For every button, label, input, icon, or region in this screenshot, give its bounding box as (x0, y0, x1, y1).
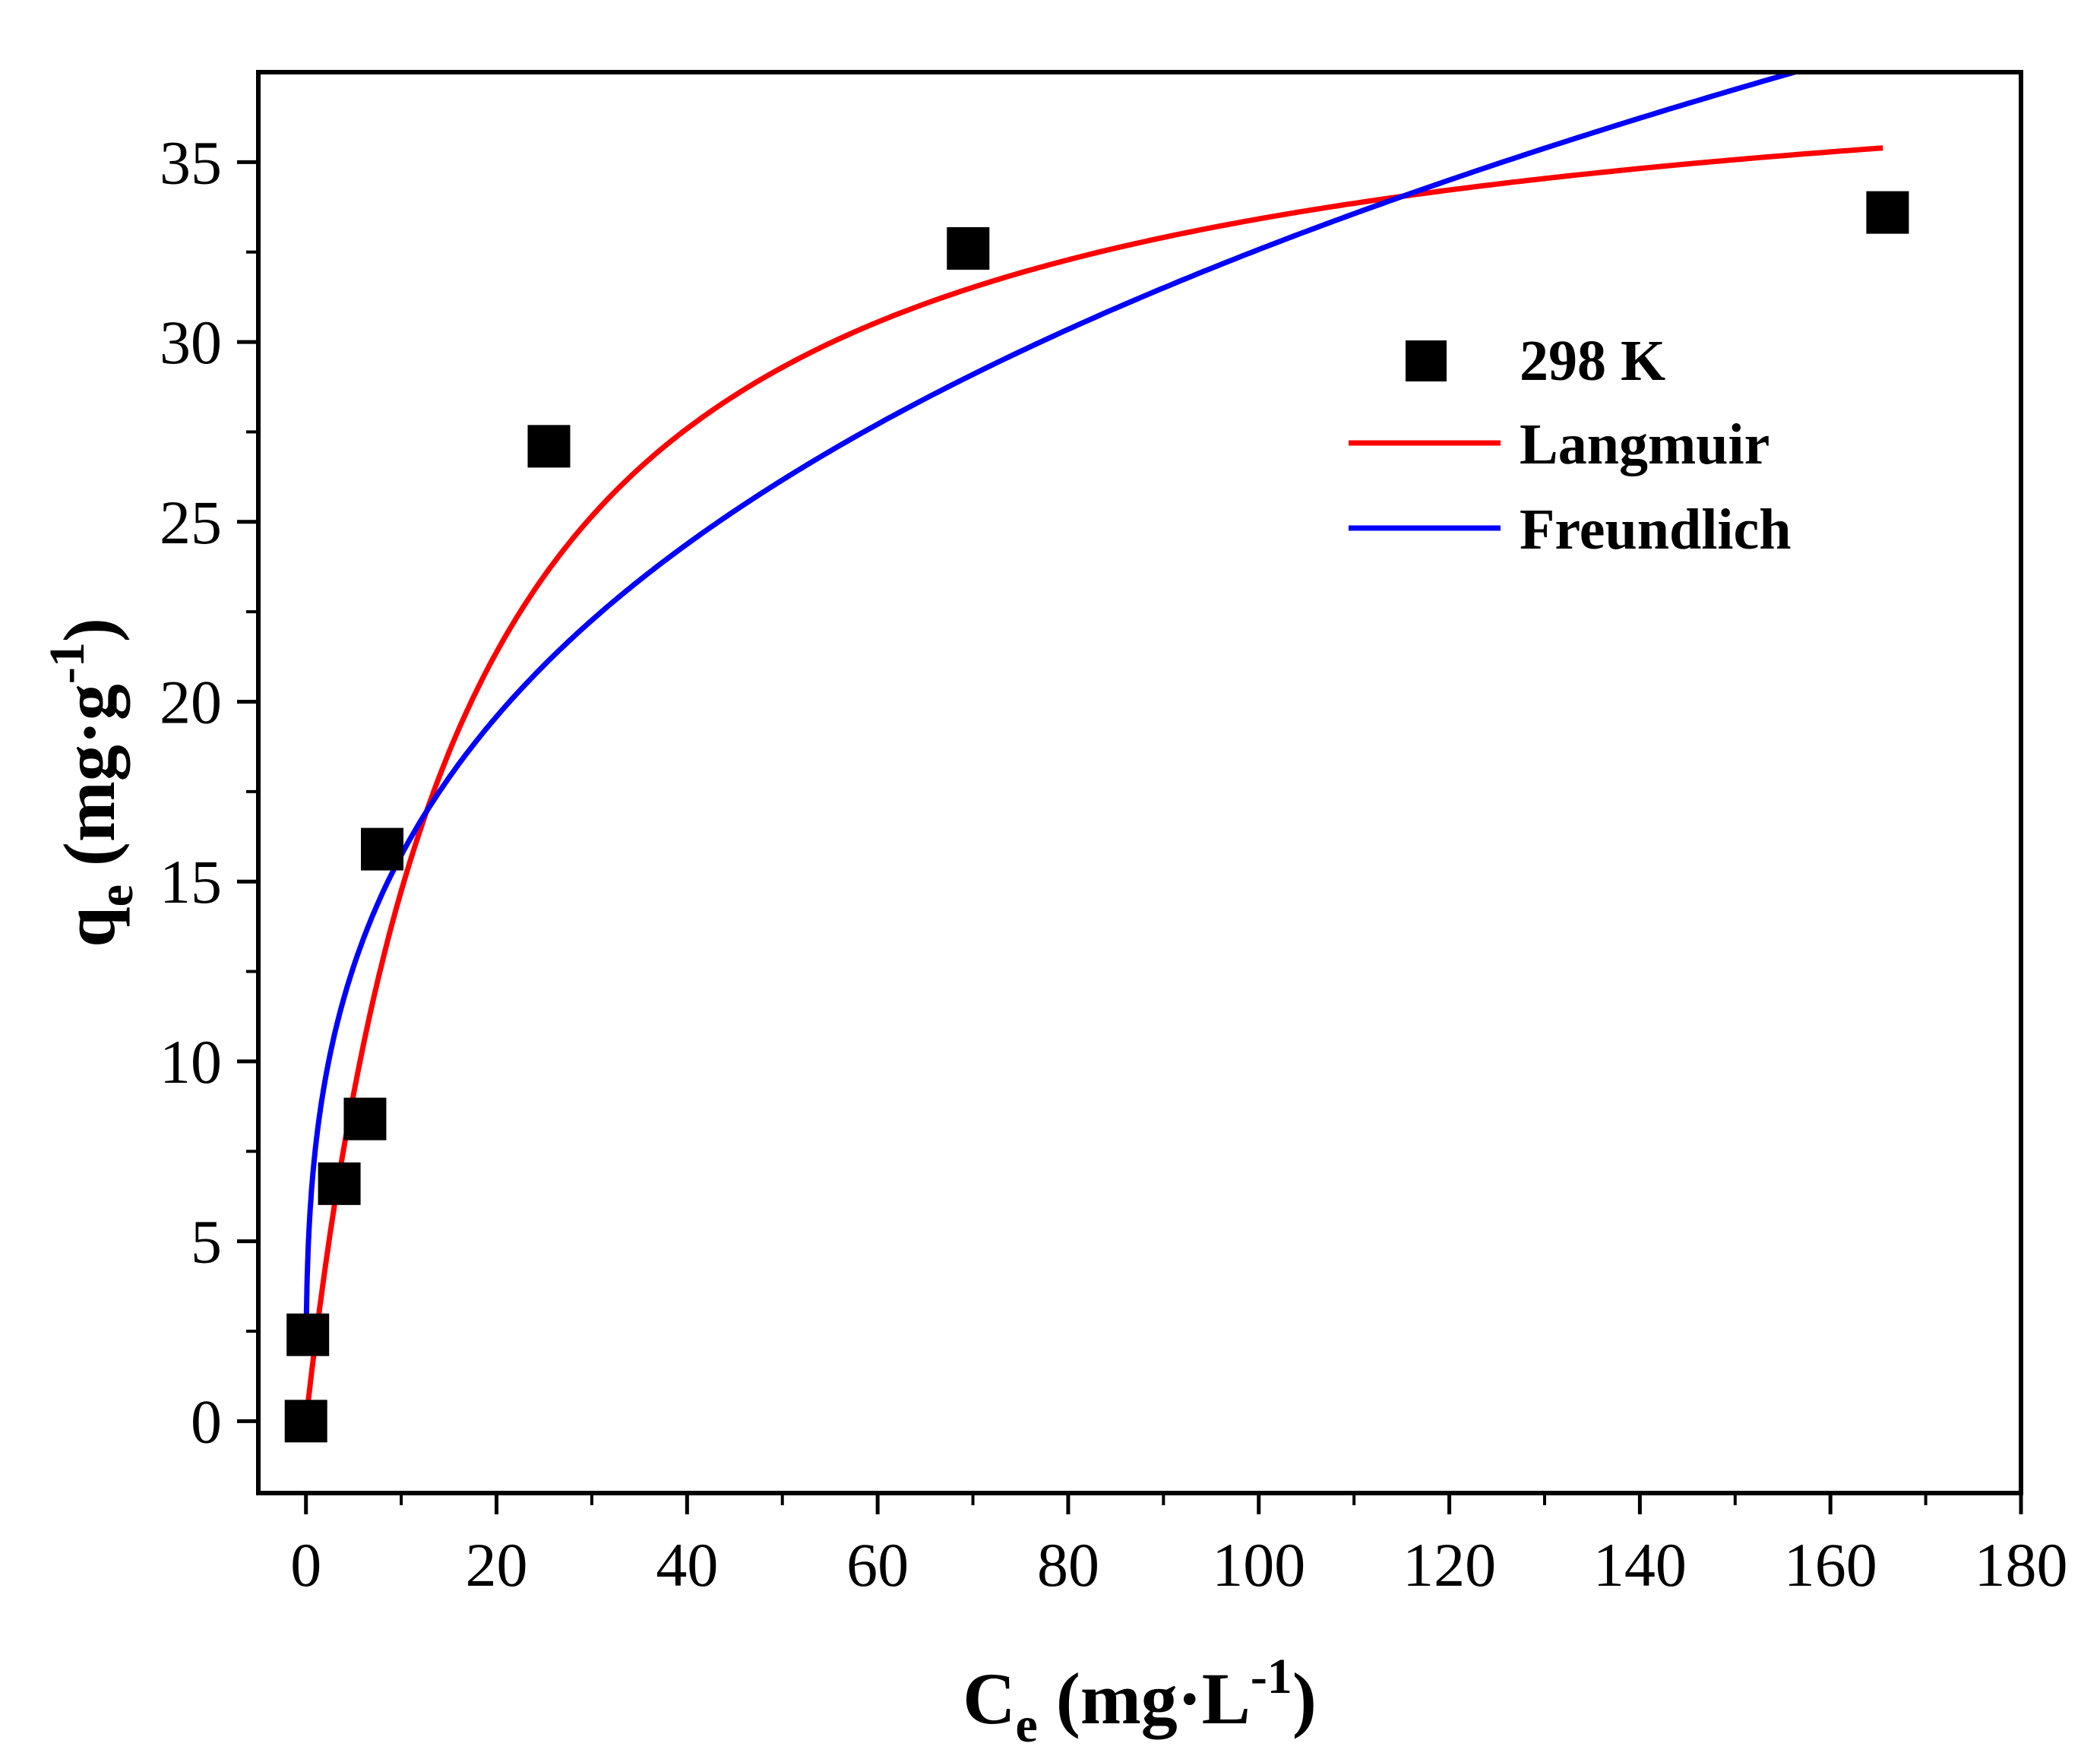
y-axis-title-unit: (mg·g (49, 684, 130, 884)
plot-frame (256, 70, 2023, 1495)
legend-marker-298k (1406, 340, 1447, 381)
y-axis-title-main: q (49, 906, 130, 947)
x-tick-label: 80 (1037, 1530, 1099, 1599)
legend: 298 K Langmuir Freundlich (1349, 329, 1792, 562)
y-tick-label: 5 (191, 1207, 222, 1277)
legend-label-freundlich: Freundlich (1520, 498, 1792, 562)
y-tick-label: 35 (160, 128, 222, 197)
y-axis-title-sub: e (88, 884, 144, 906)
x-tick-label: 20 (466, 1530, 528, 1599)
y-tick-label: 30 (160, 308, 222, 377)
data-point (947, 226, 990, 270)
x-axis-title-sub: e (1016, 1697, 1038, 1753)
x-tick-label: 120 (1403, 1530, 1496, 1599)
data-point (343, 1097, 387, 1141)
data-point (361, 827, 404, 871)
data-point (318, 1162, 361, 1205)
x-tick-label: 0 (290, 1530, 321, 1599)
y-tick-label: 20 (160, 667, 222, 736)
y-axis-title: qe (mg·g-1) (40, 618, 144, 948)
legend-label-langmuir: Langmuir (1520, 413, 1770, 476)
data-point (284, 1400, 327, 1443)
data-point (1866, 191, 1909, 234)
x-tick-label: 40 (656, 1530, 718, 1599)
y-tick-label: 25 (160, 488, 222, 557)
y-tick-label: 10 (160, 1027, 222, 1096)
x-tick-label: 140 (1593, 1530, 1687, 1599)
x-axis-title: Ce (mg·L-1) (963, 1649, 1317, 1753)
x-axis-title-close: ) (1292, 1658, 1317, 1739)
y-tick-label: 15 (160, 847, 222, 916)
x-tick-label: 160 (1784, 1530, 1877, 1599)
x-axis-title-sup: -1 (1251, 1649, 1292, 1704)
x-axis-title-unit: (mg·L (1038, 1658, 1251, 1739)
x-axis-title-main: C (963, 1658, 1015, 1739)
data-point (527, 425, 571, 468)
plot-area (258, 72, 2021, 1493)
x-tick-label: 60 (846, 1530, 909, 1599)
x-tick-label: 100 (1212, 1530, 1305, 1599)
curve-freundlich (303, 72, 1804, 1344)
y-tick-label: 0 (191, 1387, 222, 1456)
y-axis-title-sup: -1 (40, 642, 95, 684)
legend-label-298k: 298 K (1520, 329, 1665, 393)
y-axis-title-close: ) (49, 618, 130, 642)
x-tick-label: 180 (1975, 1530, 2068, 1599)
data-point (286, 1313, 330, 1356)
